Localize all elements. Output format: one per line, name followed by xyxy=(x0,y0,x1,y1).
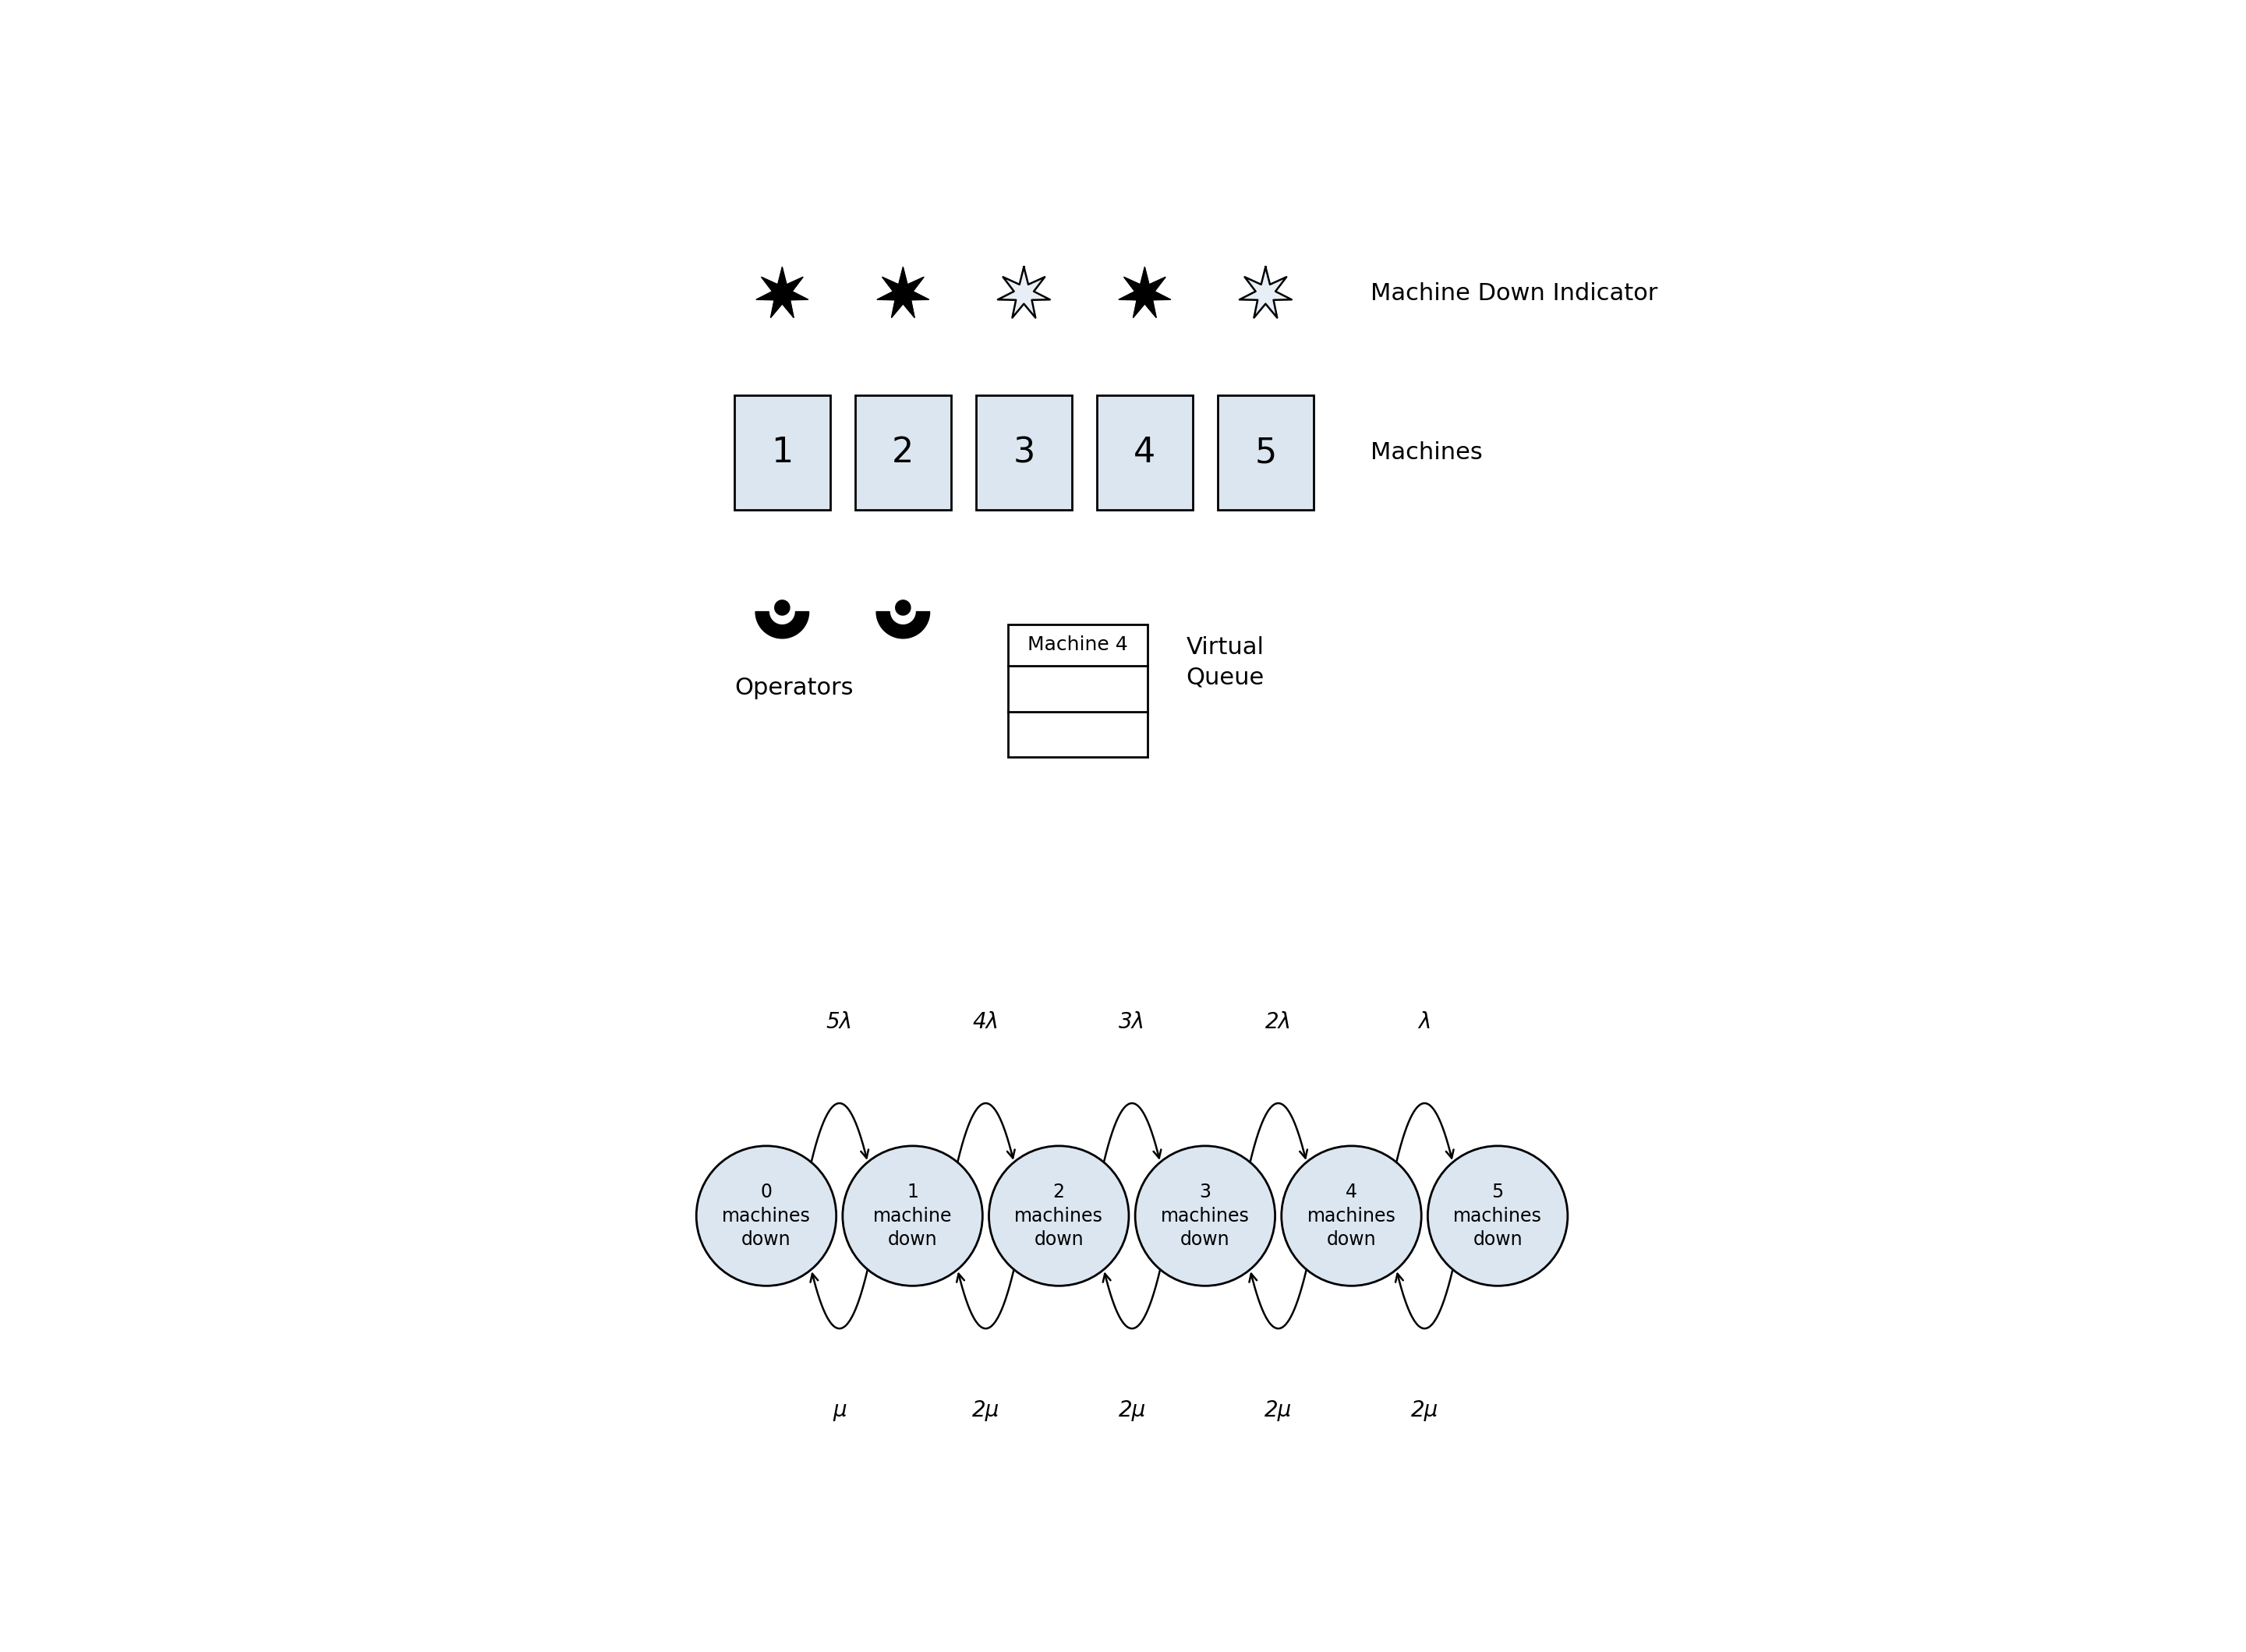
Text: 3: 3 xyxy=(1013,436,1035,469)
Text: 2μ: 2μ xyxy=(1264,1399,1291,1421)
Text: 3
machines
down: 3 machines down xyxy=(1161,1183,1249,1249)
Text: 1: 1 xyxy=(770,436,793,469)
Circle shape xyxy=(1282,1146,1422,1285)
Text: Machine 4: Machine 4 xyxy=(1029,636,1127,654)
Polygon shape xyxy=(1240,268,1291,317)
Text: 5: 5 xyxy=(1256,436,1276,469)
Circle shape xyxy=(696,1146,836,1285)
Text: 2
machines
down: 2 machines down xyxy=(1015,1183,1103,1249)
Bar xyxy=(734,395,829,510)
Text: Operators: Operators xyxy=(734,677,853,699)
Circle shape xyxy=(1428,1146,1568,1285)
Text: 1
machine
down: 1 machine down xyxy=(874,1183,952,1249)
Text: 4: 4 xyxy=(1134,436,1157,469)
Bar xyxy=(1008,624,1148,757)
Text: 4λ: 4λ xyxy=(973,1011,999,1032)
Text: Machine Down Indicator: Machine Down Indicator xyxy=(1370,282,1658,306)
Polygon shape xyxy=(997,268,1049,317)
Text: 3λ: 3λ xyxy=(1119,1011,1145,1032)
Bar xyxy=(856,395,950,510)
Text: Machines: Machines xyxy=(1370,441,1482,464)
Text: λ: λ xyxy=(1417,1011,1431,1032)
Circle shape xyxy=(988,1146,1130,1285)
Polygon shape xyxy=(1119,268,1170,317)
Polygon shape xyxy=(876,611,930,638)
Polygon shape xyxy=(775,600,791,615)
Polygon shape xyxy=(755,611,809,638)
Text: 2λ: 2λ xyxy=(1264,1011,1291,1032)
Text: 2μ: 2μ xyxy=(1119,1399,1145,1421)
Bar xyxy=(1217,395,1314,510)
Polygon shape xyxy=(876,268,930,317)
Text: 2μ: 2μ xyxy=(973,1399,999,1421)
Text: 0
machines
down: 0 machines down xyxy=(721,1183,811,1249)
Text: 2μ: 2μ xyxy=(1410,1399,1437,1421)
Text: 2: 2 xyxy=(892,436,914,469)
Text: 5λ: 5λ xyxy=(827,1011,853,1032)
Text: μ: μ xyxy=(833,1399,847,1421)
Text: 5
machines
down: 5 machines down xyxy=(1453,1183,1543,1249)
Text: 4
machines
down: 4 machines down xyxy=(1307,1183,1395,1249)
Circle shape xyxy=(842,1146,982,1285)
Bar xyxy=(1096,395,1193,510)
Circle shape xyxy=(1134,1146,1276,1285)
Polygon shape xyxy=(896,600,910,615)
Polygon shape xyxy=(757,268,809,317)
Text: Virtual
Queue: Virtual Queue xyxy=(1186,636,1264,689)
Bar xyxy=(977,395,1071,510)
